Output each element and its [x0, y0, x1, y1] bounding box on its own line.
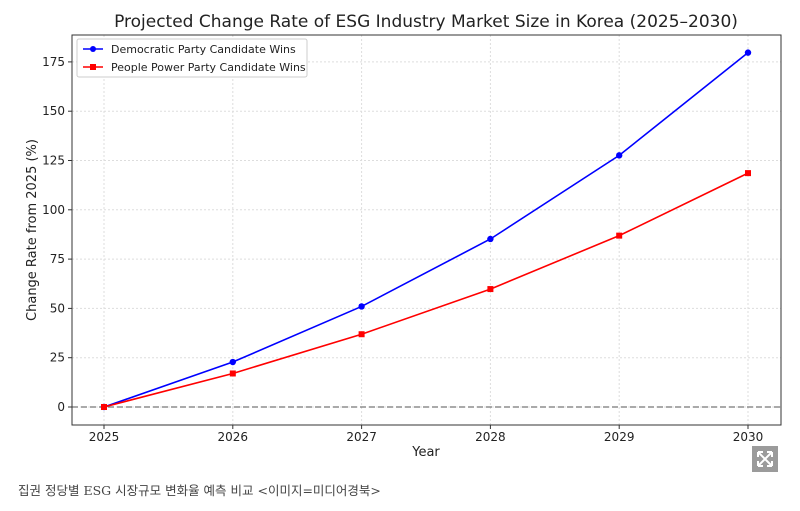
y-tick-label: 75	[50, 252, 65, 266]
y-tick-label: 150	[42, 104, 65, 118]
line-chart: Projected Change Rate of ESG Industry Ma…	[25, 12, 782, 460]
x-tick-label: 2028	[475, 430, 506, 444]
y-tick-label: 0	[57, 400, 65, 414]
data-point	[229, 358, 236, 366]
legend-label-democratic: Democratic Party Candidate Wins	[111, 43, 296, 56]
x-axis-label: Year	[411, 445, 440, 460]
y-axis-label: Change Rate from 2025 (%)	[25, 139, 40, 321]
chart-title: Projected Change Rate of ESG Industry Ma…	[114, 12, 738, 32]
legend-marker-democratic	[90, 46, 96, 52]
expand-arrows-icon	[757, 451, 773, 467]
data-point	[487, 235, 494, 243]
y-tick-label: 25	[50, 351, 65, 365]
data-point	[358, 331, 365, 338]
data-point	[616, 152, 623, 159]
series-line-1	[103, 172, 749, 408]
x-tick-label: 2026	[218, 430, 249, 444]
data-point	[616, 232, 623, 239]
legend-marker-ppp	[90, 64, 96, 70]
expand-icon[interactable]	[752, 446, 778, 472]
legend-label-ppp: People Power Party Candidate Wins	[111, 61, 306, 74]
x-tick-label: 2030	[733, 430, 764, 444]
image-caption: 집권 정당별 ESG 시장규모 변화율 예측 비교 <이미지=미디어경북>	[18, 483, 381, 498]
x-tick-label: 2027	[346, 430, 377, 444]
data-point	[745, 170, 751, 177]
legend: Democratic Party Candidate Wins People P…	[76, 38, 308, 78]
plot-frame	[71, 34, 782, 426]
series-line-0	[103, 52, 749, 408]
data-point	[487, 286, 494, 293]
y-tick-label: 100	[42, 203, 65, 217]
x-tick-label: 2025	[89, 430, 120, 444]
data-point	[744, 49, 752, 56]
y-tick-label: 175	[42, 55, 65, 69]
data-point	[358, 303, 365, 310]
x-tick-label: 2029	[604, 430, 635, 444]
y-tick-label: 50	[50, 301, 65, 315]
data-point	[101, 404, 107, 410]
y-tick-label: 125	[42, 154, 65, 168]
data-point	[229, 370, 236, 377]
